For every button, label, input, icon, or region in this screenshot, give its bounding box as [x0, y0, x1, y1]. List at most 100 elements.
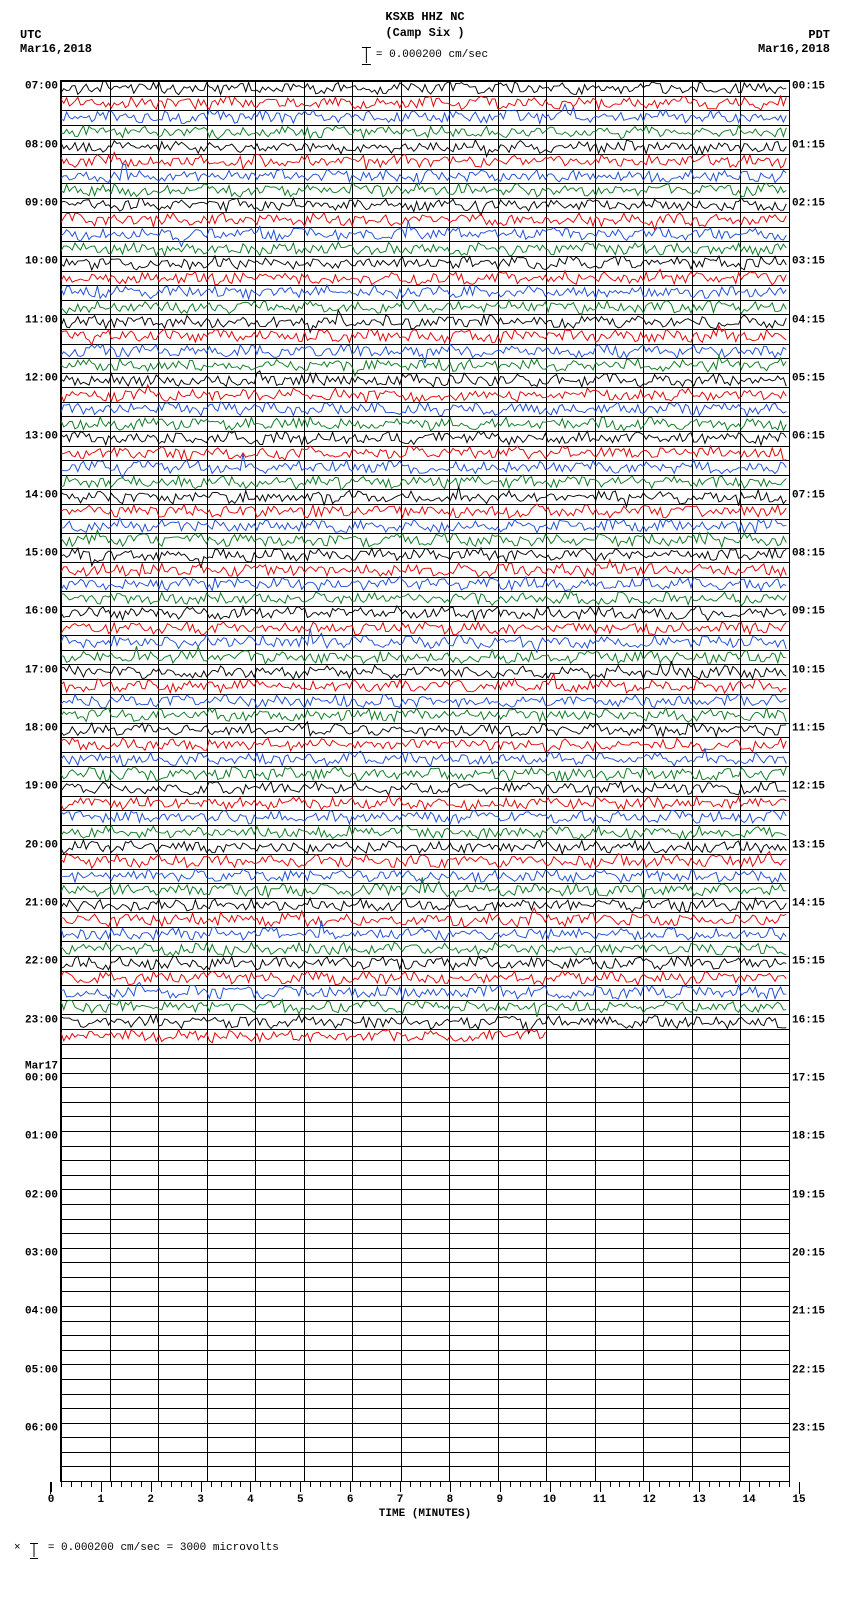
x-tick-major [799, 1482, 800, 1492]
x-axis: 0123456789101112131415 TIME (MINUTES) [50, 1482, 800, 1522]
trace-row [61, 949, 789, 950]
right-axis-label: 07:15 [792, 490, 825, 501]
trace-row [61, 540, 789, 541]
right-axis-label: 09:15 [792, 607, 825, 618]
trace-row [61, 745, 789, 746]
tz-left: UTC Mar16,2018 [20, 28, 92, 56]
right-axis-label: 21:15 [792, 1307, 825, 1318]
left-axis-label: 09:00 [25, 198, 58, 209]
x-tick-minor [260, 1482, 261, 1487]
trace-row [61, 788, 789, 789]
x-tick-minor [570, 1482, 571, 1487]
left-axis-label: 20:00 [25, 840, 58, 851]
x-tick-minor [470, 1482, 471, 1487]
left-axis-label: 01:00 [25, 1132, 58, 1143]
grid-h [61, 1175, 789, 1176]
x-tick-minor [689, 1482, 690, 1487]
x-tick-minor [769, 1482, 770, 1487]
x-tick-minor [629, 1482, 630, 1487]
grid-h [61, 1131, 789, 1132]
left-axis-label: 07:00 [25, 82, 58, 93]
trace-row [61, 555, 789, 556]
trace-row [61, 88, 789, 89]
x-tick-minor [540, 1482, 541, 1487]
left-axis-label: 11:00 [25, 315, 58, 326]
grid-h [61, 1321, 789, 1322]
x-tick-label: 10 [543, 1494, 556, 1506]
trace-row [61, 817, 789, 818]
tz-right-label: PDT [758, 28, 830, 42]
trace-row [61, 599, 789, 600]
grid-h [61, 1073, 789, 1074]
grid-h [61, 1262, 789, 1263]
trace-row [61, 453, 789, 454]
trace-row [61, 292, 789, 293]
x-axis-label: TIME (MINUTES) [379, 1508, 471, 1520]
left-axis-label: 23:00 [25, 1015, 58, 1026]
grid-h [61, 1466, 789, 1467]
trace-row [61, 117, 789, 118]
x-tick-minor [81, 1482, 82, 1487]
trace-row [61, 992, 789, 993]
x-tick-major [151, 1482, 152, 1492]
right-axis-label: 20:15 [792, 1248, 825, 1259]
x-tick-minor [270, 1482, 271, 1487]
trace-row [61, 205, 789, 206]
x-tick-minor [789, 1482, 790, 1487]
plot-area: 07:0008:0009:0010:0011:0012:0013:0014:00… [20, 80, 830, 1482]
x-tick-minor [779, 1482, 780, 1487]
left-axis-label: 08:00 [25, 140, 58, 151]
trace-row [61, 570, 789, 571]
trace-row [61, 249, 789, 250]
x-tick-minor [340, 1482, 341, 1487]
x-tick-minor [71, 1482, 72, 1487]
trace-row [61, 963, 789, 964]
right-axis-label: 02:15 [792, 198, 825, 209]
right-axis-label: 22:15 [792, 1365, 825, 1376]
trace-row [61, 424, 789, 425]
trace-row [61, 1022, 789, 1023]
grid-h [61, 1394, 789, 1395]
x-tick-major [450, 1482, 451, 1492]
right-axis-label: 05:15 [792, 373, 825, 384]
right-axis-label: 15:15 [792, 957, 825, 968]
x-tick-minor [121, 1482, 122, 1487]
footer-prefix: × [14, 1542, 21, 1554]
x-tick-minor [669, 1482, 670, 1487]
x-tick-minor [171, 1482, 172, 1487]
trace-row [61, 628, 789, 629]
x-tick-label: 5 [297, 1494, 304, 1506]
x-tick-major [300, 1482, 301, 1492]
right-axis-label: 04:15 [792, 315, 825, 326]
x-tick-minor [310, 1482, 311, 1487]
trace-row [61, 132, 789, 133]
trace-row [61, 395, 789, 396]
trace-row [61, 642, 789, 643]
right-axis-label: 10:15 [792, 665, 825, 676]
left-axis-label: 12:00 [25, 373, 58, 384]
trace-row [61, 161, 789, 162]
right-axis-label: 03:15 [792, 257, 825, 268]
x-tick-label: 6 [347, 1494, 354, 1506]
trace-row [61, 803, 789, 804]
trace-row [61, 832, 789, 833]
x-tick-minor [759, 1482, 760, 1487]
x-tick-label: 4 [247, 1494, 254, 1506]
x-tick-major [649, 1482, 650, 1492]
trace-row [61, 190, 789, 191]
x-tick-minor [719, 1482, 720, 1487]
x-tick-label: 14 [743, 1494, 756, 1506]
grid-h [61, 1350, 789, 1351]
trace-row [61, 1036, 789, 1037]
x-tick-label: 9 [496, 1494, 503, 1506]
x-tick-major [500, 1482, 501, 1492]
grid-h [61, 1452, 789, 1453]
x-tick-minor [131, 1482, 132, 1487]
x-tick-minor [739, 1482, 740, 1487]
trace-row [61, 905, 789, 906]
x-tick-minor [360, 1482, 361, 1487]
x-tick-minor [490, 1482, 491, 1487]
tz-left-date: Mar16,2018 [20, 42, 92, 56]
trace-row [61, 176, 789, 177]
left-axis-label: 13:00 [25, 432, 58, 443]
